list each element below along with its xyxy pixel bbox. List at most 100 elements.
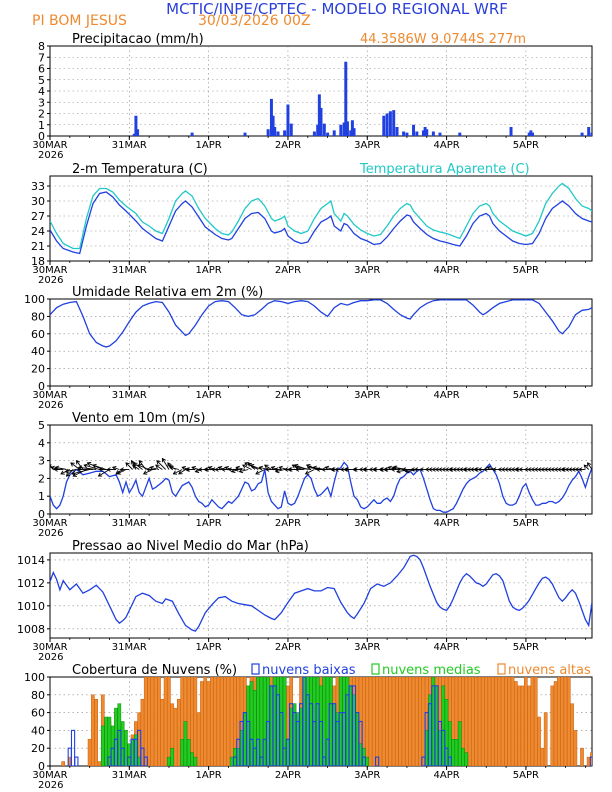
y-tick-label: 4 bbox=[38, 437, 45, 450]
x-tick-label: 4APR bbox=[433, 265, 459, 276]
cloud-bar-nuvens-altas bbox=[467, 677, 472, 766]
cloud-bar-nuvens-medias bbox=[190, 752, 194, 766]
x-tick-label: 2APR bbox=[275, 265, 301, 276]
cloud-bar-nuvens-altas bbox=[203, 677, 208, 766]
wind-arrowhead bbox=[574, 467, 579, 472]
wind-arrowhead bbox=[428, 467, 433, 472]
x-year-label: 2026 bbox=[38, 400, 63, 411]
y-tick-label: 60 bbox=[31, 328, 45, 341]
cloud-bar-nuvens-altas bbox=[487, 677, 492, 766]
wind-arrowhead bbox=[543, 467, 549, 472]
cloud-bar-nuvens-altas bbox=[563, 677, 568, 766]
y-tick-label: 0 bbox=[38, 130, 45, 143]
wind-vector bbox=[173, 469, 183, 475]
wind-arrowhead bbox=[553, 467, 559, 472]
legend-swatch bbox=[497, 663, 506, 675]
x-tick-label: 31MAR bbox=[112, 390, 147, 401]
wind-arrowhead bbox=[221, 467, 226, 472]
wind-arrowhead bbox=[396, 468, 401, 474]
y-tick-label: 24 bbox=[31, 225, 45, 238]
wind-arrowhead bbox=[344, 467, 349, 472]
wind-vector bbox=[137, 464, 150, 470]
precip-bar bbox=[243, 132, 247, 136]
cloud-bar-nuvens-altas bbox=[219, 677, 224, 766]
cloud-bar-nuvens-altas bbox=[381, 677, 386, 766]
x-tick-label: 5APR bbox=[513, 140, 539, 151]
cloud-bar-nuvens-medias bbox=[461, 747, 465, 766]
precip-bar bbox=[509, 127, 513, 136]
wind-arrowhead bbox=[358, 467, 364, 472]
cloud-bar-nuvens-altas bbox=[507, 677, 512, 766]
wind-arrowhead bbox=[50, 464, 52, 469]
cloud-bar-nuvens-altas bbox=[497, 677, 502, 766]
wind-arrowhead bbox=[363, 467, 368, 472]
y-tick-label: 8 bbox=[38, 40, 45, 53]
y-tick-label: 1 bbox=[38, 490, 45, 503]
wind-arrowhead bbox=[98, 467, 104, 472]
panel-title: 2-m Temperatura (C) bbox=[72, 162, 208, 177]
cloud-bar-nuvens-altas bbox=[408, 677, 412, 766]
wind-arrowhead bbox=[527, 467, 532, 472]
cloud-bar-nuvens-baixas bbox=[361, 756, 367, 766]
wind-arrowhead bbox=[156, 460, 161, 465]
wind-arrowhead bbox=[265, 467, 270, 472]
wind-arrowhead bbox=[497, 467, 502, 472]
wind-vector bbox=[583, 464, 590, 470]
precip-bar bbox=[587, 127, 591, 136]
title: MCTIC/INPE/CPTEC - MODELO REGIONAL WRF bbox=[166, 0, 508, 18]
y-tick-label: 20 bbox=[31, 363, 45, 376]
x-tick-label: 31MAR bbox=[112, 140, 147, 151]
wind-arrowhead bbox=[149, 465, 154, 471]
x-tick-label: 30MAR bbox=[32, 140, 67, 151]
wind-arrowhead bbox=[258, 465, 264, 471]
wind-vector bbox=[156, 460, 166, 470]
wind-arrowhead bbox=[146, 467, 151, 472]
precip-bar bbox=[190, 132, 194, 136]
wind-arrowhead bbox=[504, 467, 509, 472]
series-line-umidade-relativa bbox=[50, 299, 592, 348]
wind-vector bbox=[70, 462, 81, 470]
wind-arrowhead bbox=[515, 467, 520, 472]
cloud-bar-nuvens-altas bbox=[586, 756, 591, 766]
cloud-bar-nuvens-altas bbox=[414, 677, 419, 766]
wind-arrowhead bbox=[387, 465, 392, 471]
cloud-bar-nuvens-baixas bbox=[120, 747, 125, 766]
wind-arrowhead bbox=[211, 467, 216, 472]
wind-arrowhead bbox=[537, 467, 542, 472]
plot-area-temp bbox=[50, 182, 592, 255]
legend-swatch bbox=[251, 663, 260, 675]
wind-arrowhead bbox=[571, 467, 576, 472]
wind-vector bbox=[264, 464, 272, 470]
x-tick-label: 1APR bbox=[196, 140, 222, 151]
precip-bar bbox=[531, 132, 534, 136]
cloud-bar-nuvens-altas bbox=[401, 677, 406, 766]
plot-area-vento bbox=[50, 457, 592, 513]
cloud-bar-nuvens-altas bbox=[504, 677, 508, 766]
wind-arrowhead bbox=[92, 463, 97, 469]
precip-bar bbox=[289, 123, 293, 136]
cloud-bar-nuvens-altas bbox=[411, 677, 416, 766]
wind-arrowhead bbox=[138, 460, 143, 465]
cloud-bar-nuvens-altas bbox=[566, 677, 571, 766]
y-tick-label: 2 bbox=[38, 472, 45, 485]
cloud-bar-nuvens-altas bbox=[167, 677, 171, 766]
plot-area-precip bbox=[132, 61, 592, 136]
wind-arrowhead bbox=[452, 467, 457, 472]
wind-arrowhead bbox=[368, 467, 373, 472]
x-tick-label: 31MAR bbox=[112, 770, 147, 781]
precip-bar bbox=[438, 132, 442, 136]
y-tick-label: 0 bbox=[38, 508, 45, 521]
wind-arrowhead bbox=[184, 467, 189, 472]
wind-arrowhead bbox=[227, 467, 232, 472]
wind-arrowhead bbox=[50, 465, 55, 471]
panel-title: Pressao ao Nivel Medio do Mar (hPa) bbox=[72, 539, 309, 554]
wind-arrowhead bbox=[431, 467, 436, 472]
panel-pressao: 1008 1010 1012 1014 30MAR 31MAR 1APR 2APR 3APR 4A… bbox=[17, 539, 593, 663]
wind-arrowhead bbox=[533, 467, 539, 472]
wind-arrowhead bbox=[242, 464, 247, 469]
wind-arrowhead bbox=[172, 470, 178, 475]
cloud-bar-nuvens-altas bbox=[421, 677, 426, 766]
y-tick-label: 18 bbox=[31, 255, 45, 268]
precip-bar bbox=[283, 130, 287, 136]
cloud-bar-nuvens-altas bbox=[160, 699, 165, 766]
